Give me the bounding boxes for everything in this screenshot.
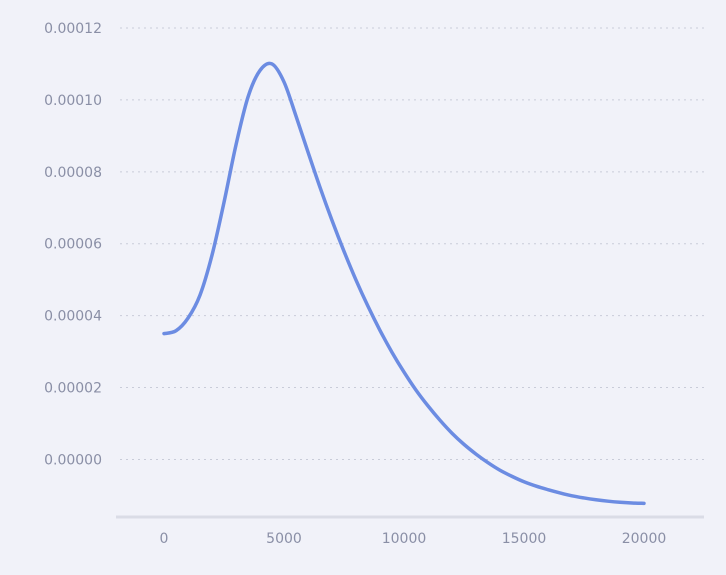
y-tick-label-1: 0.00010 xyxy=(44,93,102,109)
y-tick-label-3: 0.00006 xyxy=(44,237,102,253)
x-tick-label-0: 0 xyxy=(160,531,169,547)
y-axis-labels: 0.00012 0.00010 0.00008 0.00006 0.00004 0.000… xyxy=(44,21,102,468)
series-layer xyxy=(162,61,646,506)
x-tick-label-3: 15000 xyxy=(502,531,547,547)
x-tick-label-1: 5000 xyxy=(266,531,302,547)
y-tick-label-0: 0.00012 xyxy=(44,21,102,37)
x-axis-labels: 0 5000 10000 15000 20000 xyxy=(160,531,667,547)
y-tick-label-5: 0.00002 xyxy=(44,381,102,397)
y-tick-label-6: 0.00000 xyxy=(44,452,102,468)
x-tick-label-2: 10000 xyxy=(382,531,427,547)
y-tick-label-2: 0.00008 xyxy=(44,165,102,181)
y-tick-label-4: 0.00004 xyxy=(44,309,102,325)
grid-layer xyxy=(120,27,704,460)
series-line-0 xyxy=(162,61,646,506)
x-tick-label-4: 20000 xyxy=(622,531,667,547)
